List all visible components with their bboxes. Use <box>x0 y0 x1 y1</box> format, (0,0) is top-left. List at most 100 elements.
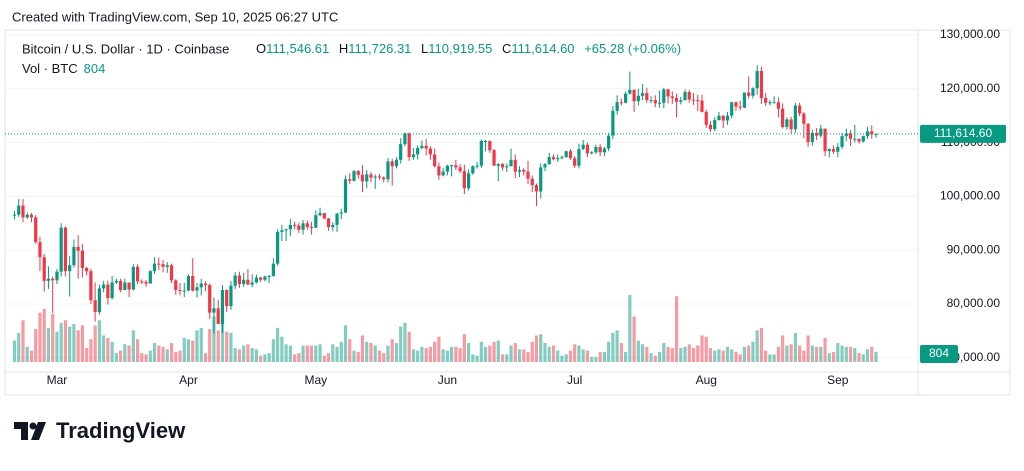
volume-bar <box>186 339 191 362</box>
key: Vol · BTC <box>22 61 78 76</box>
candle-body <box>683 92 687 101</box>
candle-body <box>318 213 322 216</box>
candle-body <box>191 276 195 291</box>
candle-body <box>653 100 657 104</box>
volume-bar <box>806 335 810 362</box>
candle-body <box>59 227 63 272</box>
candle-body <box>225 290 229 307</box>
volume-bar <box>814 346 819 362</box>
volume-value: 804 <box>84 61 106 76</box>
candle-body <box>823 128 827 152</box>
candle-body <box>759 71 764 98</box>
volume-bar <box>12 340 17 362</box>
candle-body <box>352 171 356 181</box>
candle-body <box>814 132 819 136</box>
volume-bar <box>747 345 751 362</box>
candle-body <box>611 110 615 136</box>
volume-bar <box>386 345 390 362</box>
volume-bar <box>776 346 780 362</box>
volume-bar <box>254 349 258 362</box>
volume-bar <box>704 336 708 362</box>
volume-bar <box>547 346 551 362</box>
candle-body <box>424 145 428 149</box>
candle-body <box>233 275 237 286</box>
volume-bar <box>51 313 55 362</box>
candle-body <box>543 164 547 168</box>
candle-body <box>831 149 836 152</box>
candle-body <box>161 264 165 267</box>
candle-body <box>615 102 619 111</box>
candle-body <box>68 265 72 272</box>
candle-body <box>645 93 649 101</box>
candle-body <box>806 123 810 143</box>
volume-bar <box>730 349 734 362</box>
candle-body <box>174 280 178 291</box>
candle-body <box>403 133 407 145</box>
candle-body <box>551 157 556 160</box>
candle-body <box>280 230 284 232</box>
volume-bar <box>683 346 687 362</box>
volume-bar <box>759 327 764 362</box>
key: H <box>339 41 348 56</box>
symbol: Bitcoin / U.S. Dollar · 1D · Coinbase <box>22 41 229 56</box>
candle-body <box>428 148 432 155</box>
candle-body <box>135 266 140 282</box>
candle-body <box>314 215 318 228</box>
candle-body <box>29 214 34 218</box>
volume-bar <box>458 348 462 362</box>
x-tick-label: Jul <box>567 373 582 387</box>
candle-body <box>123 282 127 291</box>
candle-body <box>118 280 123 291</box>
volume-bar <box>433 341 437 362</box>
volume-bar <box>225 331 229 362</box>
volume-bar <box>742 346 747 362</box>
volume-bar <box>212 316 216 362</box>
volume-bar <box>441 349 445 362</box>
volume-bar <box>738 354 742 362</box>
x-tick-label: Sep <box>827 373 849 387</box>
volume-bar <box>662 343 666 362</box>
created-note: Created with TradingView.com, Sep 10, 20… <box>12 9 338 24</box>
candle-body <box>861 136 865 142</box>
volume-bar <box>653 355 657 362</box>
candle-body <box>360 174 365 182</box>
volume-bar <box>471 354 475 362</box>
candle-body <box>182 290 186 292</box>
volume-bar <box>38 312 42 362</box>
candle-body <box>602 148 606 153</box>
candle-body <box>93 300 97 313</box>
volume-bar <box>271 339 275 362</box>
candle-body <box>640 93 645 96</box>
volume-bar <box>526 351 530 362</box>
y-tick-label: 80,000.00 <box>947 296 1001 310</box>
candle-body <box>97 288 101 313</box>
volume-bar <box>734 351 738 362</box>
candle-body <box>721 115 725 121</box>
y-tick-label: 70,000.00 <box>947 350 1001 364</box>
volume-bar <box>573 344 577 362</box>
volume-bar <box>861 354 865 362</box>
footer-logo: TradingView <box>14 418 186 443</box>
candle-body <box>670 96 674 98</box>
volume-bar <box>216 330 220 362</box>
volume-bar <box>292 354 297 362</box>
candle-body <box>437 166 441 176</box>
volume-bar <box>123 344 127 362</box>
volume-bar <box>437 336 441 362</box>
volume-bar <box>466 343 471 362</box>
volume-bar <box>373 345 377 362</box>
candle-body <box>819 128 823 136</box>
candle-body <box>696 100 700 102</box>
volume-bar <box>424 348 428 362</box>
volume-bar <box>288 345 292 362</box>
x-tick-label: Apr <box>179 373 198 387</box>
volume-bar <box>250 348 254 362</box>
candle-body <box>471 166 475 174</box>
candle-body <box>785 119 789 127</box>
volume-bar <box>581 349 585 362</box>
candle-body <box>140 281 144 283</box>
volume-bar <box>178 350 182 362</box>
volume-badge-label: 804 <box>929 346 949 360</box>
volume-bar <box>42 308 46 362</box>
volume-bar <box>305 345 309 362</box>
